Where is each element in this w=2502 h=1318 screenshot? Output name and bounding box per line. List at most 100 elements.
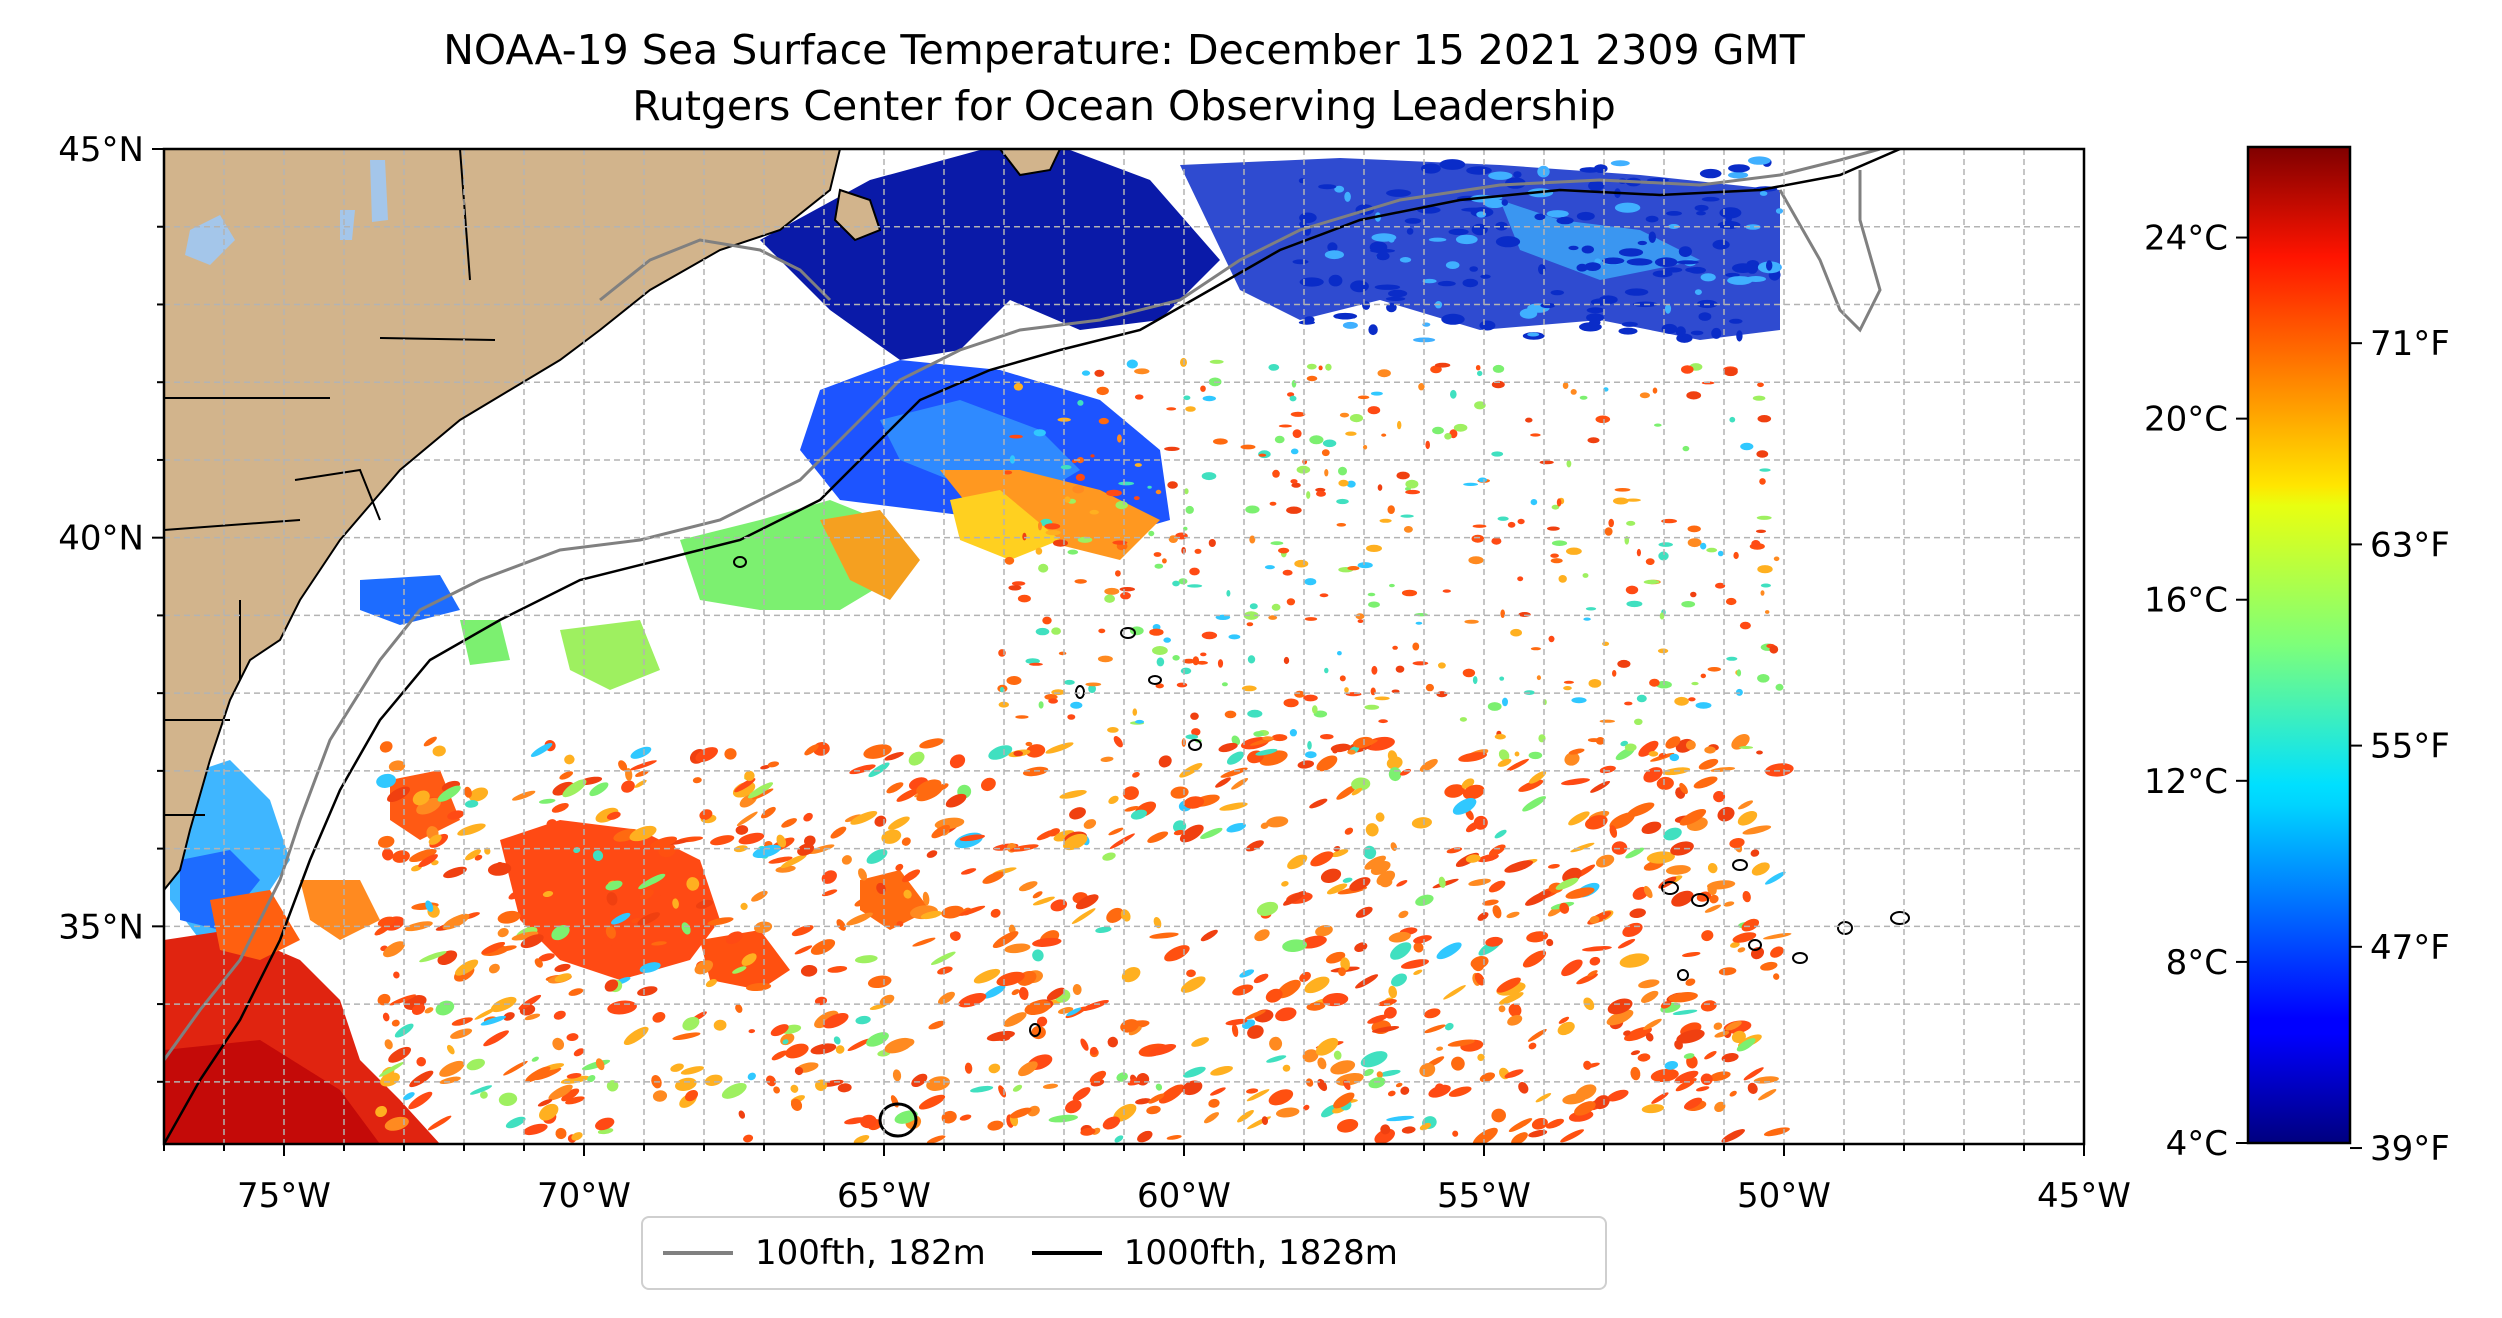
sst-speckle bbox=[790, 1084, 799, 1093]
sst-speckle bbox=[1589, 915, 1600, 924]
sst-speckle bbox=[621, 780, 635, 793]
sst-speckle bbox=[988, 1063, 1001, 1074]
sst-speckle bbox=[552, 781, 574, 796]
sst-speckle bbox=[754, 921, 773, 934]
legend-item-1000fth: 1000fth, 1828m bbox=[1031, 1233, 1398, 1273]
sst-speckle bbox=[959, 1114, 972, 1121]
sst-speckle bbox=[1436, 1046, 1444, 1051]
sst-speckle bbox=[1080, 1127, 1096, 1136]
sst-speckle bbox=[1704, 1051, 1717, 1060]
sst-speckle bbox=[1108, 795, 1119, 805]
sst-speckle bbox=[1424, 1008, 1441, 1019]
sst-speckle bbox=[1283, 698, 1299, 708]
sst-speckle bbox=[1306, 375, 1318, 382]
sst-speckle bbox=[1574, 1101, 1596, 1116]
sst-speckle bbox=[1218, 742, 1238, 753]
sst-speckle bbox=[866, 849, 888, 864]
sst-speckle bbox=[1100, 756, 1114, 762]
sst-speckle bbox=[1006, 676, 1022, 685]
sst-speckle bbox=[1699, 168, 1722, 179]
sst-speckle bbox=[1656, 776, 1674, 790]
sst-speckle bbox=[1249, 603, 1258, 610]
sst-speckle bbox=[1240, 444, 1256, 450]
sst-speckle bbox=[1638, 979, 1660, 989]
sst-speckle bbox=[746, 982, 772, 992]
sst-speckle bbox=[1124, 806, 1139, 812]
sst-speckle bbox=[446, 1044, 455, 1055]
sst-speckle bbox=[1607, 1089, 1629, 1102]
sst-speckle bbox=[1038, 521, 1042, 531]
sst-speckle bbox=[1679, 782, 1688, 795]
sst-speckle bbox=[760, 764, 771, 770]
sst-speckle bbox=[1320, 734, 1334, 740]
sst-speckle bbox=[377, 835, 395, 848]
sst-speckle bbox=[1657, 648, 1669, 654]
sst-speckle bbox=[1275, 1007, 1297, 1022]
sst-speckle bbox=[1714, 1031, 1730, 1038]
sst-speckle bbox=[1115, 570, 1121, 577]
sst-speckle bbox=[1370, 248, 1395, 253]
sst-speckle bbox=[1331, 849, 1349, 858]
sst-speckle bbox=[1725, 597, 1737, 606]
sst-speckle bbox=[1386, 302, 1397, 313]
sst-speckle bbox=[1292, 429, 1302, 438]
sst-speckle bbox=[1168, 535, 1178, 543]
sst-speckle bbox=[1158, 1084, 1185, 1104]
sst-speckle bbox=[930, 951, 956, 965]
sst-speckle bbox=[1570, 842, 1595, 853]
sst-speckle bbox=[1489, 844, 1506, 857]
sst-speckle bbox=[1452, 798, 1477, 815]
sst-speckle bbox=[1625, 847, 1645, 859]
sst-speckle bbox=[1060, 465, 1072, 470]
sst-speckle bbox=[1472, 676, 1478, 685]
sst-speckle bbox=[1546, 210, 1569, 218]
sst-speckle bbox=[1626, 520, 1636, 526]
sst-speckle bbox=[849, 764, 876, 775]
sst-speckle bbox=[388, 760, 406, 772]
sst-speckle bbox=[566, 1033, 579, 1042]
sst-speckle bbox=[534, 1067, 562, 1081]
sst-speckle bbox=[738, 1110, 746, 1119]
fahrenheit-tick-label: 39°F bbox=[2370, 1129, 2450, 1169]
sst-speckle bbox=[1357, 395, 1370, 400]
sst-speckle bbox=[1581, 245, 1595, 254]
sst-speckle bbox=[1012, 1084, 1023, 1092]
sst-speckle bbox=[987, 1120, 1004, 1131]
sst-speckle bbox=[1443, 985, 1466, 1000]
sst-speckle bbox=[1347, 749, 1356, 755]
sst-speckle bbox=[1670, 841, 1694, 856]
sst-speckle bbox=[1179, 824, 1204, 843]
sst-speckle bbox=[1654, 423, 1662, 427]
sst-speckle bbox=[1372, 1025, 1400, 1033]
sst-speckle bbox=[538, 798, 556, 804]
sst-speckle bbox=[833, 1036, 841, 1045]
sst-speckle bbox=[866, 1032, 889, 1047]
sst-speckle bbox=[1563, 686, 1572, 691]
sst-speckle bbox=[1115, 501, 1128, 510]
sst-speckle bbox=[672, 898, 679, 909]
sst-speckle bbox=[409, 1070, 434, 1088]
sst-speckle bbox=[1664, 1061, 1679, 1070]
sst-speckle bbox=[743, 1134, 754, 1143]
sst-speckle bbox=[1718, 967, 1737, 976]
sst-speckle bbox=[1728, 171, 1749, 179]
sst-speckle bbox=[1598, 295, 1618, 305]
sst-speckle bbox=[804, 744, 819, 756]
sst-speckle bbox=[901, 869, 921, 883]
sst-speckle bbox=[1355, 613, 1365, 620]
sst-speckle bbox=[1663, 851, 1671, 859]
sst-speckle bbox=[1336, 1119, 1359, 1133]
sst-speckle bbox=[1268, 615, 1278, 620]
sst-speckle bbox=[1190, 712, 1199, 720]
sst-speckle bbox=[794, 945, 813, 955]
sst-speckle bbox=[1098, 417, 1109, 425]
sst-speckle bbox=[1173, 829, 1185, 836]
sst-speckle bbox=[694, 960, 714, 975]
sst-speckle bbox=[1187, 584, 1203, 588]
sst-speckle bbox=[1148, 1044, 1177, 1056]
sst-speckle bbox=[770, 1024, 789, 1037]
sst-speckle bbox=[782, 1039, 789, 1045]
sst-speckle bbox=[1491, 451, 1504, 457]
sst-speckle bbox=[1471, 957, 1485, 972]
